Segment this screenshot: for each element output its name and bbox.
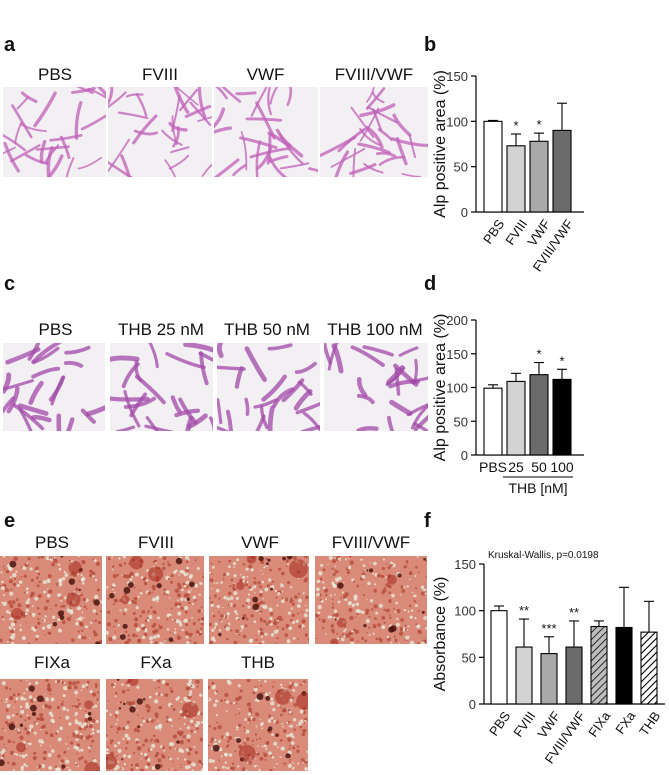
panel-label-d: d	[424, 273, 437, 295]
micrograph-e-pbs	[0, 556, 102, 644]
significance-marker: *	[513, 118, 518, 133]
alizarin-stain-field	[106, 556, 204, 644]
significance-marker: *	[536, 347, 541, 362]
image-label-e-thb: THB	[241, 653, 275, 672]
x-tick-label: FIXa	[585, 708, 613, 740]
significance-marker: **	[569, 605, 579, 620]
micrograph-c-pbs	[3, 343, 105, 431]
x-tick-label: 100	[550, 459, 574, 475]
y-tick-label: 100	[446, 381, 468, 396]
alizarin-stain-field	[0, 679, 100, 771]
alp-stain-cells	[324, 343, 428, 431]
micrograph-e-fviii	[106, 556, 204, 644]
micrograph-a-fviii	[108, 87, 212, 177]
y-axis-label: Alp positive area (%)	[432, 314, 449, 462]
y-tick-label: 50	[454, 160, 468, 175]
x-tick-label: FVIII	[510, 709, 538, 740]
image-label-c-pbs: PBS	[38, 320, 73, 339]
image-label-a-fviii-vwf: FVIII/VWF	[334, 65, 414, 84]
alp-stain-cells	[214, 87, 318, 177]
bar-pbs	[490, 610, 508, 705]
image-label-e-fixa: FIXa	[34, 653, 70, 672]
alizarin-stain-field	[208, 679, 308, 771]
statistic-annotation: Kruskal-Wallis, p=0.0198	[488, 550, 599, 561]
y-tick-label: 100	[446, 114, 468, 129]
x-tick-label: 50	[531, 459, 547, 475]
image-label-a-fviii: FVIII	[142, 65, 178, 84]
y-tick-label: 50	[462, 650, 476, 665]
y-tick-label: 0	[461, 448, 468, 463]
y-tick-label: 0	[469, 697, 476, 712]
panel-label-e: e	[4, 510, 16, 532]
x-tick-label: FXa	[612, 708, 638, 737]
panel-label-b: b	[424, 34, 437, 56]
image-label-e-pbs: PBS	[34, 533, 70, 552]
y-tick-label: 150	[446, 69, 468, 84]
group-label: THB [nM]	[508, 480, 567, 496]
alp-stain-cells	[108, 87, 212, 177]
panel-label-c: c	[4, 273, 16, 295]
micrograph-c-thb-100	[324, 343, 428, 431]
significance-marker: ***	[541, 621, 556, 636]
alp-stain-cells	[3, 87, 106, 177]
x-tick-label: PBS	[486, 708, 513, 738]
significance-marker: *	[559, 353, 564, 368]
significance-marker: **	[519, 603, 529, 618]
y-tick-label: 100	[454, 604, 476, 619]
image-label-e-fviii: FVIII	[138, 533, 174, 552]
y-tick-label: 0	[461, 205, 468, 220]
micrograph-c-thb-50	[217, 343, 320, 431]
alizarin-stain-field	[315, 556, 427, 644]
micrograph-e-vwf	[209, 556, 309, 644]
micrograph-e-fviii-vwf	[315, 556, 427, 644]
panel-label-a: a	[4, 34, 16, 56]
image-label-e-vwf: VWF	[241, 533, 279, 552]
alizarin-stain-field	[209, 556, 309, 644]
image-label-e-fxa: FXa	[140, 653, 172, 672]
image-label-a-vwf: VWF	[246, 65, 285, 84]
alp-stain-cells	[320, 87, 428, 177]
y-tick-label: 150	[446, 347, 468, 362]
image-label-c-thb-100: THB 100 nM	[327, 320, 423, 339]
image-label-e-fviii-vwf: FVIII/VWF	[331, 533, 411, 552]
micrograph-e-fxa	[106, 679, 203, 771]
bar-fviii	[515, 646, 533, 705]
alizarin-stain-field	[106, 679, 203, 771]
image-label-a-pbs: PBS	[37, 65, 73, 84]
micrograph-c-thb-25	[110, 343, 213, 431]
bar-fviii-vwf	[565, 646, 583, 705]
significance-marker: *	[536, 117, 541, 132]
alp-stain-cells	[110, 343, 213, 431]
bar-fxa	[615, 626, 633, 705]
x-tick-label: THB	[636, 709, 663, 739]
y-tick-label: 50	[454, 414, 468, 429]
alizarin-stain-field	[0, 556, 102, 644]
micrograph-a-fviii-vwf	[320, 87, 428, 177]
image-label-c-thb-25: THB 25 nM	[118, 320, 204, 339]
alp-stain-cells	[3, 343, 105, 431]
y-axis-label: Absorbance (%)	[432, 577, 449, 692]
y-axis-label: Alp positive area (%)	[432, 70, 449, 218]
x-tick-label: 25	[508, 459, 524, 475]
bar-vwf	[540, 653, 558, 705]
micrograph-e-fixa	[0, 679, 100, 771]
bar-fixa	[590, 625, 608, 705]
alp-stain-cells	[217, 343, 320, 431]
micrograph-a-vwf	[214, 87, 318, 177]
micrograph-a-pbs	[3, 87, 106, 177]
bar-thb	[640, 631, 658, 705]
y-tick-label: 200	[446, 313, 468, 328]
x-tick-label: PBS	[479, 459, 507, 475]
y-tick-label: 150	[454, 557, 476, 572]
image-label-c-thb-50: THB 50 nM	[224, 320, 310, 339]
panel-label-f: f	[424, 510, 431, 532]
micrograph-e-thb	[208, 679, 308, 771]
